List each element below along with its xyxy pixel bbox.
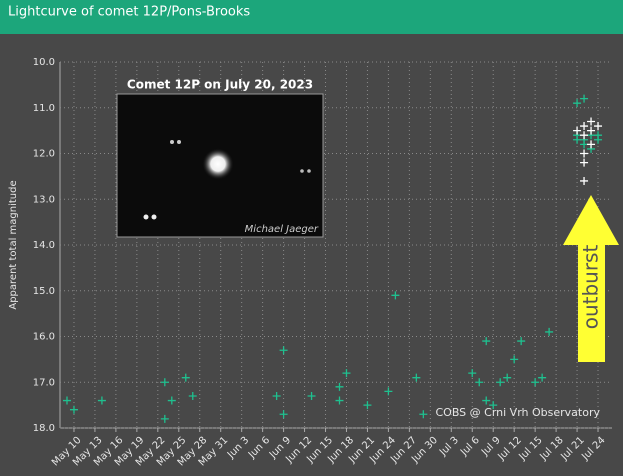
x-tick-label: Jul 3 bbox=[437, 435, 461, 459]
y-tick-label: 17.0 bbox=[33, 377, 55, 388]
marker bbox=[412, 373, 421, 382]
marker bbox=[517, 337, 526, 346]
arrow-label: outburst bbox=[579, 245, 603, 330]
header-title: Lightcurve of comet 12P/Pons-Brooks bbox=[8, 5, 250, 20]
marker bbox=[531, 378, 540, 387]
y-tick-label: 13.0 bbox=[33, 194, 55, 205]
marker bbox=[335, 396, 344, 405]
marker bbox=[545, 327, 554, 336]
marker bbox=[503, 373, 512, 382]
arrow bbox=[563, 195, 619, 362]
y-tick-label: 15.0 bbox=[33, 286, 55, 297]
marker bbox=[496, 378, 505, 387]
marker bbox=[587, 117, 596, 126]
marker bbox=[489, 401, 498, 410]
marker bbox=[580, 158, 589, 167]
y-axis-label: Apparent total magnitude bbox=[8, 180, 19, 309]
marker bbox=[482, 337, 491, 346]
star bbox=[307, 169, 311, 173]
marker bbox=[475, 378, 484, 387]
x-tick-label: Jul 12 bbox=[496, 435, 524, 463]
marker bbox=[580, 131, 589, 140]
marker bbox=[482, 396, 491, 405]
x-tick-label: Jul 21 bbox=[558, 435, 586, 463]
marker bbox=[391, 291, 400, 300]
marker bbox=[335, 382, 344, 391]
marker bbox=[580, 94, 589, 103]
x-tick-label: Jul 6 bbox=[458, 435, 482, 459]
marker bbox=[69, 405, 78, 414]
y-tick-label: 10.0 bbox=[33, 57, 55, 68]
marker bbox=[587, 140, 596, 149]
marker bbox=[97, 396, 106, 405]
x-tick-label: Jun 3 bbox=[225, 435, 251, 461]
inset-credit: Michael Jaeger bbox=[245, 224, 319, 235]
marker bbox=[307, 391, 316, 400]
marker bbox=[272, 391, 281, 400]
header-bar bbox=[0, 0, 623, 34]
marker bbox=[160, 378, 169, 387]
marker bbox=[510, 355, 519, 364]
marker bbox=[580, 122, 589, 131]
marker bbox=[587, 126, 596, 135]
marker bbox=[279, 410, 288, 419]
marker bbox=[538, 373, 547, 382]
marker bbox=[419, 410, 428, 419]
source: COBS @ Crni Vrh Observatory bbox=[435, 406, 600, 419]
x-tick-label: Jun 6 bbox=[246, 435, 272, 461]
star bbox=[143, 214, 149, 220]
marker bbox=[160, 414, 169, 423]
y-tick-label: 12.0 bbox=[33, 149, 55, 160]
inset-title: Comet 12P on July 20, 2023 bbox=[127, 78, 313, 92]
marker bbox=[342, 369, 351, 378]
marker bbox=[580, 176, 589, 185]
y-tick-label: 16.0 bbox=[33, 332, 55, 343]
star bbox=[151, 214, 157, 220]
y-tick-label: 14.0 bbox=[33, 240, 55, 251]
marker bbox=[573, 99, 582, 108]
marker bbox=[468, 369, 477, 378]
inset: Comet 12P on July 20, 2023 Michael Jaege… bbox=[116, 78, 324, 238]
marker bbox=[580, 149, 589, 158]
marker bbox=[167, 396, 176, 405]
marker bbox=[594, 122, 603, 131]
y-tick-label: 18.0 bbox=[33, 423, 55, 434]
marker bbox=[573, 126, 582, 135]
comet bbox=[202, 148, 234, 180]
marker bbox=[188, 391, 197, 400]
x-tick-label: Jul 15 bbox=[517, 435, 545, 463]
marker bbox=[594, 131, 603, 140]
marker bbox=[363, 401, 372, 410]
y-tick-label: 11.0 bbox=[33, 103, 55, 114]
marker bbox=[384, 387, 393, 396]
star bbox=[170, 140, 174, 144]
star bbox=[177, 140, 181, 144]
marker bbox=[62, 396, 71, 405]
x-tick-label: Jul 24 bbox=[579, 435, 607, 463]
marker bbox=[181, 373, 190, 382]
x-tick-label: Jul 18 bbox=[537, 435, 565, 463]
star bbox=[300, 169, 304, 173]
marker bbox=[279, 346, 288, 355]
